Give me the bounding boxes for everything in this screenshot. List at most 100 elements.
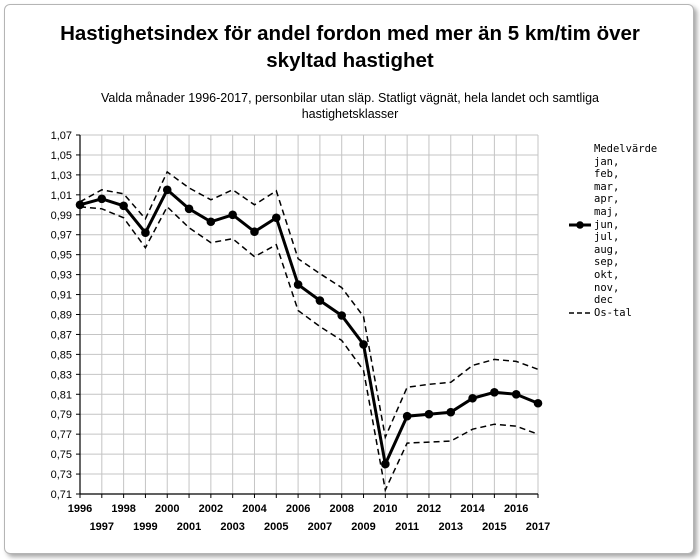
x-tick-label: 2006	[286, 503, 310, 515]
x-tick-label: 2016	[504, 503, 528, 515]
y-tick-label: 0,93	[51, 270, 72, 282]
data-point	[359, 340, 368, 349]
x-tick-label: 1999	[133, 521, 157, 533]
y-tick-label: 0,85	[51, 349, 72, 361]
legend-swatch	[568, 156, 594, 168]
legend-item: apr,	[568, 193, 668, 206]
legend-swatch	[568, 282, 594, 294]
y-tick-label: 0,95	[51, 250, 72, 262]
x-tick-label: 2003	[220, 521, 244, 533]
data-point	[490, 387, 499, 397]
legend-swatch	[568, 206, 594, 218]
legend-swatch	[568, 168, 594, 180]
series-line-os-tal	[79, 205, 539, 493]
y-tick-label: 1,03	[51, 170, 72, 182]
x-tick-label: 1996	[68, 503, 92, 515]
data-point	[402, 411, 412, 421]
legend-swatch	[568, 269, 594, 281]
x-tick-label: 2000	[155, 503, 179, 515]
legend-item: mar,	[568, 181, 668, 194]
series-line-medelvarde	[79, 187, 539, 470]
legend-swatch	[568, 194, 594, 206]
legend-label: jul,	[594, 231, 620, 244]
data-point	[162, 185, 172, 195]
y-tick-label: 1,07	[51, 130, 72, 142]
legend-item: Medelvärde	[568, 143, 668, 156]
legend-item: jan,	[568, 156, 668, 169]
legend-item: feb,	[568, 168, 668, 181]
x-tick-label: 2009	[351, 521, 375, 533]
x-tick-label: 2004	[242, 503, 267, 515]
data-point	[293, 280, 303, 289]
x-tick-label: 2017	[526, 521, 550, 533]
data-point	[468, 393, 477, 403]
y-tick-label: 0,71	[51, 489, 72, 501]
x-tick-label: 2005	[264, 521, 288, 533]
legend-label: jan,	[594, 155, 620, 168]
legend-label: nov,	[594, 281, 620, 294]
data-point	[315, 296, 325, 305]
legend-item: aug,	[568, 244, 668, 257]
legend-swatch	[568, 181, 594, 193]
x-tick-label: 1997	[90, 521, 114, 533]
legend-item: okt,	[568, 269, 668, 282]
legend-label: apr,	[594, 193, 620, 206]
chart-title: Hastighetsindex för andel fordon med mer…	[60, 22, 640, 72]
x-tick-label: 1998	[111, 503, 135, 515]
y-tick-label: 1,01	[51, 190, 72, 202]
y-tick-label: 0,91	[51, 290, 72, 302]
legend-item: jun,	[568, 219, 668, 232]
legend-label: sep,	[594, 256, 620, 269]
y-tick-label: 0,83	[51, 369, 72, 381]
x-tick-label: 2014	[460, 503, 485, 515]
legend-label: aug,	[594, 243, 620, 256]
data-point	[119, 201, 128, 211]
x-tick-label: 2012	[417, 503, 441, 515]
y-tick-label: 0,81	[51, 389, 72, 401]
data-point	[511, 389, 521, 399]
y-tick-label: 0,97	[51, 230, 72, 242]
legend-item: nov,	[568, 282, 668, 295]
x-tick-label: 2008	[329, 503, 353, 515]
x-tick-label: 2015	[482, 521, 506, 533]
legend-label: dec	[594, 294, 613, 307]
legend-swatch	[569, 312, 591, 314]
data-point	[97, 194, 107, 204]
legend-swatch	[568, 294, 594, 306]
data-point	[381, 459, 390, 469]
legend-label: Os-tal	[594, 306, 632, 319]
legend-label: okt,	[594, 268, 620, 281]
data-point	[141, 228, 150, 238]
legend-label: Medelvärde	[594, 143, 658, 155]
x-tick-label: 2001	[177, 521, 201, 533]
y-tick-label: 0,75	[51, 449, 72, 461]
data-point	[446, 407, 456, 417]
legend-swatch	[568, 143, 594, 155]
y-tick-label: 0,99	[51, 210, 72, 222]
legend-swatch	[568, 244, 594, 256]
legend-swatch	[569, 221, 591, 229]
y-tick-label: 0,87	[51, 329, 72, 341]
x-tick-label: 2007	[308, 521, 332, 533]
legend-label: jun,	[594, 218, 620, 231]
data-point	[424, 409, 434, 419]
y-tick-label: 1,05	[51, 150, 72, 162]
legend-swatch	[568, 231, 594, 243]
legend-item: jul,	[568, 231, 668, 244]
y-tick-label: 0,79	[51, 409, 72, 421]
chart-legend: Medelvärde jan, feb, mar, apr, maj, jun, jul, au…	[568, 143, 668, 319]
legend-item: dec	[568, 294, 668, 307]
y-tick-label: 0,73	[51, 469, 72, 481]
x-tick-label: 2002	[199, 503, 223, 515]
x-tick-label: 2013	[439, 521, 463, 533]
chart-subtitle: Valda månader 1996-2017, personbilar uta…	[100, 91, 599, 121]
data-point	[228, 210, 237, 220]
legend-label: mar,	[594, 180, 620, 193]
data-point	[337, 311, 347, 320]
data-point	[184, 204, 194, 214]
y-tick-label: 0,89	[51, 310, 72, 322]
y-tick-label: 0,77	[51, 429, 72, 441]
legend-item: sep,	[568, 256, 668, 269]
series-line-os-tal	[79, 170, 539, 440]
